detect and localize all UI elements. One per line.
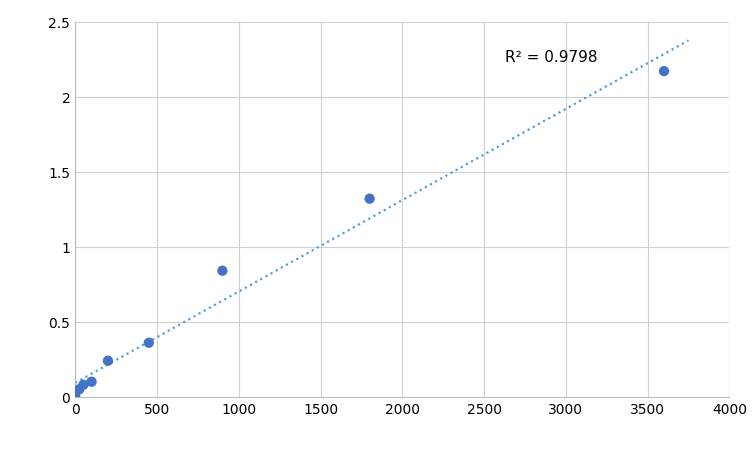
Point (86, 378, 98, 386)
Text: R² = 0.9798: R² = 0.9798 (505, 50, 598, 64)
Point (658, 69, 670, 76)
Point (77, 381, 89, 388)
Point (69, 392, 81, 399)
Point (143, 339, 155, 346)
Point (102, 357, 114, 364)
Point (363, 196, 375, 203)
Point (217, 267, 229, 275)
Point (73, 386, 85, 393)
